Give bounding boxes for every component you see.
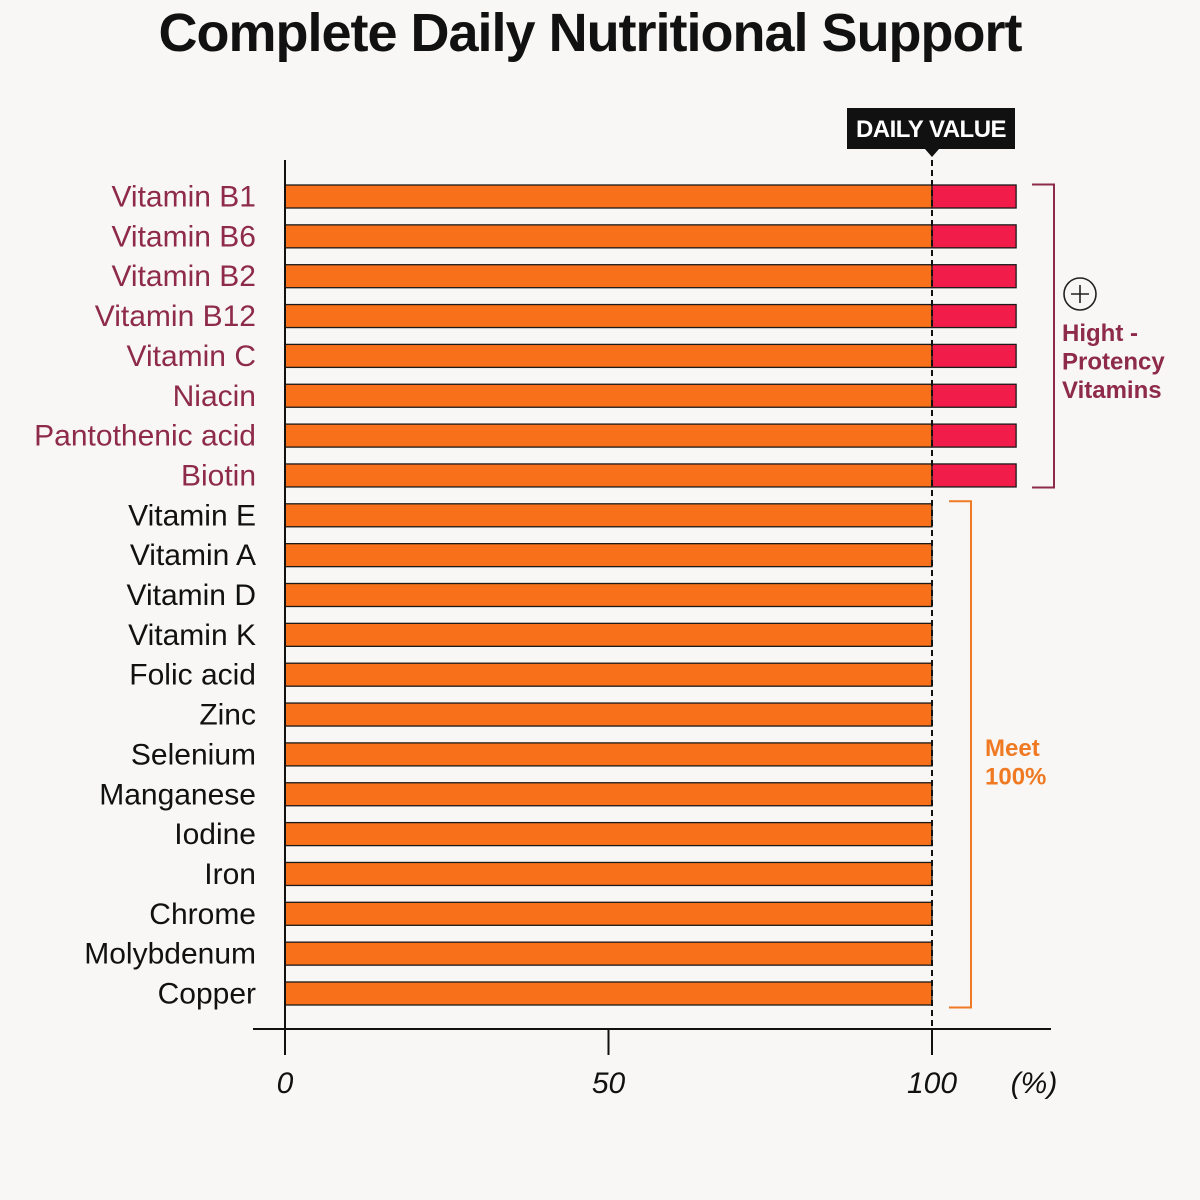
category-label: Vitamin B1	[111, 181, 256, 214]
meet-100-label-line: 100%	[985, 764, 1046, 791]
bar-zinc	[284, 702, 933, 727]
category-label: Vitamin B6	[111, 220, 256, 253]
category-label: Vitamin C	[127, 340, 257, 373]
category-label: Iodine	[174, 818, 256, 851]
x-tick-label: 50	[592, 1067, 626, 1100]
high-potency-label-line: Vitamins	[1062, 377, 1162, 404]
category-label: Vitamin K	[128, 619, 256, 652]
category-label: Vitamin E	[128, 499, 256, 532]
daily-value-label: DAILY VALUE	[856, 116, 1007, 143]
bar-vitamin-c	[284, 343, 933, 369]
bar-vitamin-k	[284, 622, 933, 647]
category-label: Molybdenum	[84, 938, 256, 971]
bar-excess-vitamin-c	[931, 343, 1017, 369]
bar-vitamin-b12	[284, 303, 933, 329]
bar-excess-pantothenic-acid	[931, 423, 1017, 448]
high-potency-bracket	[1032, 183, 1055, 489]
category-label: Zinc	[199, 699, 256, 732]
bar-excess-niacin	[931, 383, 1017, 408]
bar-vitamin-b2	[284, 264, 933, 289]
bars-layer	[284, 184, 1017, 1006]
category-label: Vitamin D	[127, 579, 257, 612]
x-unit-label: (%)	[1011, 1067, 1058, 1100]
category-label: Folic acid	[129, 659, 256, 692]
bar-iodine	[284, 821, 933, 847]
bar-biotin	[284, 463, 933, 488]
bar-copper	[284, 981, 933, 1006]
meet-100-label-line: Meet	[985, 735, 1040, 762]
plus-circle-icon	[1063, 277, 1097, 311]
category-label: Manganese	[99, 778, 256, 811]
bar-vitamin-b6	[284, 224, 933, 249]
category-label: Selenium	[131, 738, 256, 771]
category-label: Copper	[158, 978, 256, 1011]
plus-circle-ring	[1063, 277, 1097, 311]
category-label: Vitamin A	[130, 539, 256, 572]
category-label: Pantothenic acid	[34, 420, 256, 453]
high-potency-label-line: Hight -	[1062, 320, 1138, 347]
meet-100-bracket	[949, 500, 972, 1009]
bar-vitamin-a	[284, 543, 933, 568]
bar-niacin	[284, 383, 933, 408]
bar-pantothenic-acid	[284, 423, 933, 448]
bar-vitamin-d	[284, 582, 933, 608]
category-label: Vitamin B12	[95, 300, 256, 333]
bar-vitamin-b1	[284, 184, 933, 209]
category-label: Chrome	[149, 898, 256, 931]
high-potency-label-line: Protency	[1062, 349, 1165, 376]
category-label: Niacin	[173, 380, 256, 413]
bar-excess-vitamin-b6	[931, 224, 1017, 249]
bar-manganese	[284, 782, 933, 807]
category-label: Biotin	[181, 459, 256, 492]
bar-molybdenum	[284, 941, 933, 966]
bar-excess-biotin	[931, 463, 1017, 488]
category-label: Iron	[204, 858, 256, 891]
daily-value-badge	[847, 108, 1015, 149]
bar-excess-vitamin-b1	[931, 184, 1017, 209]
bar-vitamin-e	[284, 503, 933, 528]
bar-iron	[284, 861, 933, 887]
category-label: Vitamin B2	[111, 260, 256, 293]
bar-folic-acid	[284, 662, 933, 687]
daily-value-pointer	[925, 149, 939, 157]
x-tick-label: 100	[907, 1067, 957, 1100]
category-labels: Vitamin B1 Vitamin B6 Vitamin B2 Vitamin B1…	[34, 181, 256, 1011]
bar-selenium	[284, 742, 933, 767]
chart-title: Complete Daily Nutritional Support	[158, 3, 1022, 63]
bar-chrome	[284, 901, 933, 926]
x-tick-label: 0	[277, 1067, 294, 1100]
bar-excess-vitamin-b12	[931, 303, 1017, 329]
bar-excess-vitamin-b2	[931, 264, 1017, 289]
